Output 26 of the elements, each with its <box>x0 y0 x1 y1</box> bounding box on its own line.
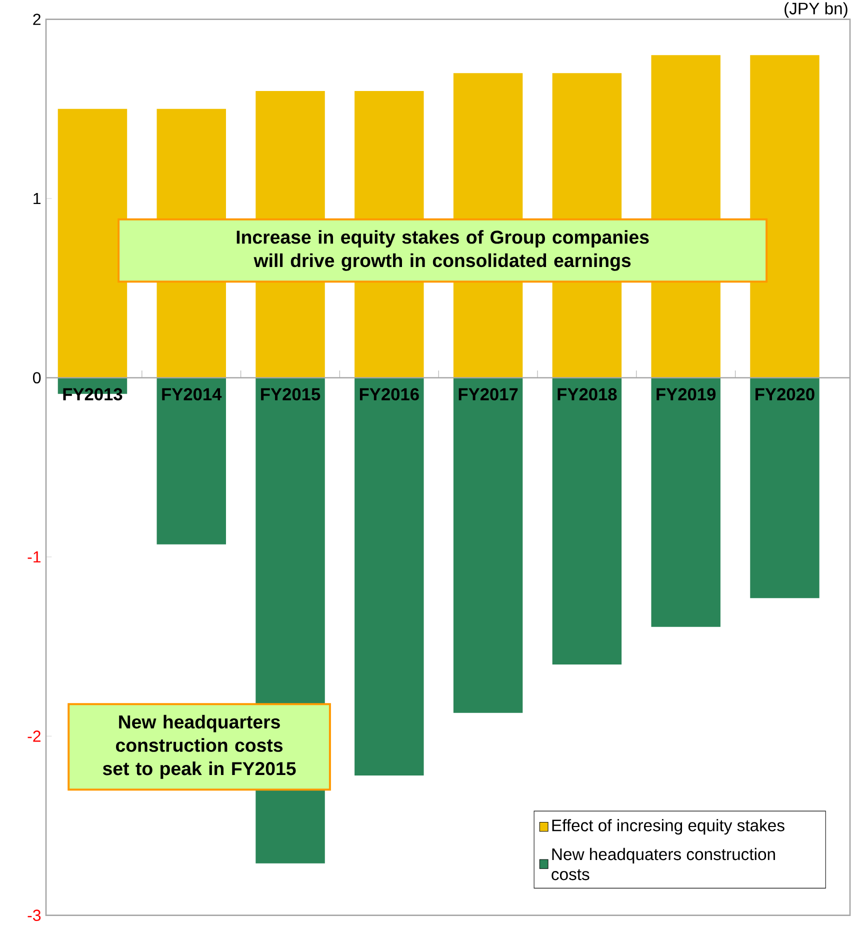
y-tick-label: 0 <box>33 372 41 384</box>
legend-label: Effect of incresing equity stakes <box>552 819 784 835</box>
bar <box>750 55 820 378</box>
bar <box>453 378 523 713</box>
y-tick-label: 1 <box>34 193 41 204</box>
bar <box>354 378 424 776</box>
y-tick-label: -2 <box>28 730 40 742</box>
bar <box>58 108 128 378</box>
x-tick-label: FY2019 <box>656 388 716 400</box>
bar <box>552 378 622 664</box>
annotation: Increase in equity stakes of Group companies will drive growth in consolidated earnings <box>236 230 649 271</box>
x-tick-label: FY2015 <box>261 388 320 400</box>
x-tick-label: FY2014 <box>162 388 222 400</box>
legend-label: New headquaters construction costs <box>552 848 775 880</box>
bar <box>750 378 820 598</box>
bar <box>156 378 226 544</box>
y-axis-title: (JPY bn) <box>784 2 848 18</box>
annotation: New headquarters construction costs set to peak in FY2015 <box>102 714 296 779</box>
x-tick-label: FY2016 <box>360 388 419 400</box>
y-tick-label: -3 <box>28 910 41 921</box>
y-tick-label: -1 <box>28 551 41 562</box>
x-tick-label: FY2018 <box>558 388 617 400</box>
x-tick-label: FY2020 <box>756 388 814 400</box>
x-tick-label: FY2017 <box>458 388 518 400</box>
y-tick-label: 2 <box>33 14 40 25</box>
bar <box>651 378 720 627</box>
